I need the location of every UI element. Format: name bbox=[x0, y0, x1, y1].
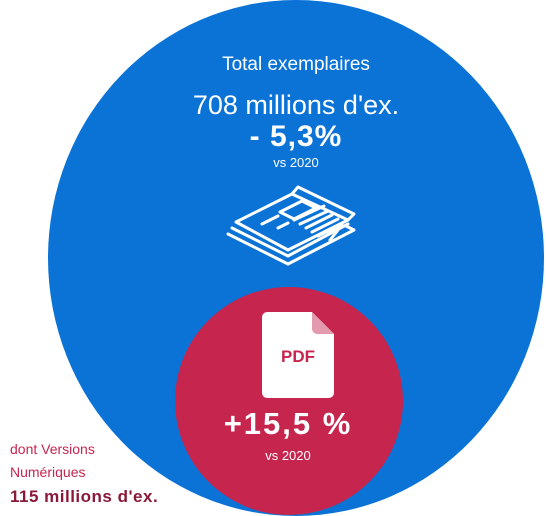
digital-comparison: vs 2020 bbox=[265, 448, 311, 463]
pdf-icon-label: PDF bbox=[281, 347, 315, 366]
digital-value: 115 millions d'ex. bbox=[10, 487, 159, 506]
total-comparison: vs 2020 bbox=[273, 155, 319, 170]
total-label: Total exemplaires bbox=[222, 54, 370, 75]
total-change: - 5,3% bbox=[249, 120, 343, 153]
pdf-file-icon bbox=[262, 312, 334, 398]
digital-label-line2: Numériques bbox=[10, 464, 86, 480]
total-value: 708 millions d'ex. bbox=[192, 90, 400, 120]
newspaper-icon bbox=[226, 185, 356, 266]
digital-label-line1: dont Versions bbox=[10, 441, 95, 457]
digital-change: +15,5 % bbox=[223, 406, 353, 441]
